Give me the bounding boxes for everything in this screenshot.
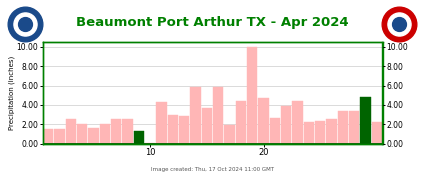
Bar	[77, 124, 87, 144]
Bar	[247, 47, 257, 144]
Bar	[66, 119, 76, 144]
Circle shape	[393, 18, 406, 32]
Bar	[281, 106, 291, 144]
Bar	[236, 101, 246, 144]
Bar	[43, 129, 53, 144]
Circle shape	[382, 7, 417, 42]
Bar	[360, 97, 371, 144]
Circle shape	[388, 13, 411, 36]
Bar	[145, 142, 155, 144]
Bar	[372, 122, 382, 144]
Circle shape	[19, 18, 32, 32]
Bar	[190, 88, 201, 144]
Bar	[168, 114, 178, 144]
Circle shape	[14, 13, 37, 36]
Bar	[213, 88, 223, 144]
Bar	[100, 124, 110, 144]
Bar	[156, 102, 167, 144]
Bar	[349, 111, 359, 144]
Y-axis label: Precipitation (inches): Precipitation (inches)	[8, 56, 15, 130]
Bar	[304, 122, 314, 144]
Text: Image created: Thu, 17 Oct 2024 11:00 GMT: Image created: Thu, 17 Oct 2024 11:00 GM…	[151, 166, 274, 172]
Bar	[338, 111, 348, 144]
Bar	[292, 101, 303, 144]
Bar	[224, 125, 235, 144]
Circle shape	[8, 7, 43, 42]
Bar	[54, 129, 65, 144]
Bar	[179, 116, 189, 144]
Text: Beaumont Port Arthur TX - Apr 2024: Beaumont Port Arthur TX - Apr 2024	[76, 16, 349, 29]
Bar	[258, 98, 269, 144]
Bar	[111, 119, 121, 144]
Bar	[326, 119, 337, 144]
Bar	[202, 108, 212, 144]
Bar	[315, 121, 325, 144]
Bar	[88, 128, 99, 144]
Bar	[270, 118, 280, 144]
Bar	[134, 131, 144, 144]
Bar	[122, 119, 133, 144]
